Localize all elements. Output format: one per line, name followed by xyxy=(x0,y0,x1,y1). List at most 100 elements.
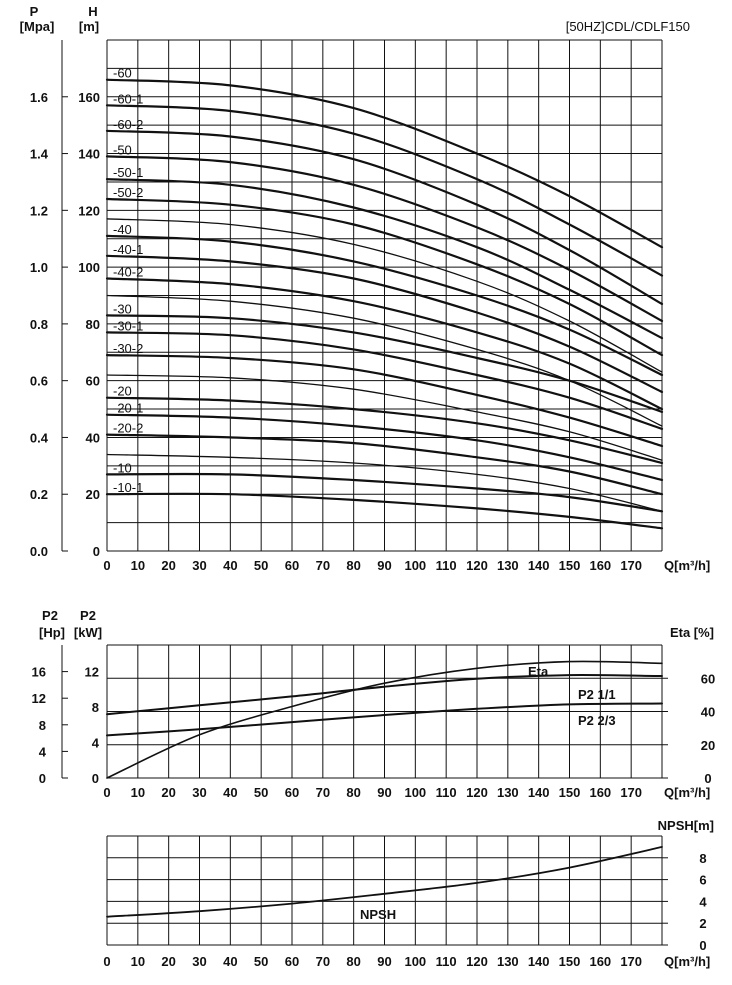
x-tick-label: 90 xyxy=(377,954,391,969)
x-tick-label: 170 xyxy=(620,954,642,969)
head-curve-label: -60-2 xyxy=(113,117,143,132)
head-curve-label: -50-2 xyxy=(113,185,143,200)
pressure-tick-label: 1.4 xyxy=(30,147,49,162)
head-curve-label: -50-1 xyxy=(113,165,143,180)
npsh-tick-label: 2 xyxy=(699,916,706,931)
x-tick-label: 120 xyxy=(466,558,488,573)
x-tick-label: 60 xyxy=(285,954,299,969)
head-curve xyxy=(106,374,663,461)
kw-tick-label: 8 xyxy=(92,700,99,715)
head-curve xyxy=(105,104,664,277)
head-curve-label: -30-1 xyxy=(113,318,143,333)
hp-tick-label: 4 xyxy=(39,744,47,759)
pressure-tick-label: 1.0 xyxy=(30,260,48,275)
head-curve xyxy=(105,413,664,482)
head-tick-label: 0 xyxy=(93,544,100,559)
hp-tick-label: 12 xyxy=(32,691,46,706)
head-curve xyxy=(106,453,663,512)
head-curve-label: -40 xyxy=(113,222,132,237)
x-tick-label: 130 xyxy=(497,558,519,573)
head-tick-label: 120 xyxy=(78,203,100,218)
x-tick-label: 80 xyxy=(346,558,360,573)
head-curve-label: -60-1 xyxy=(113,91,143,106)
head-curve-label: -30-2 xyxy=(113,341,143,356)
head-curve xyxy=(106,218,663,373)
head-curve xyxy=(105,129,664,306)
head-axis-symbol: H xyxy=(88,4,97,19)
x-tick-label: 0 xyxy=(103,954,110,969)
hp-tick-label: 16 xyxy=(32,665,46,680)
power-efficiency-curve xyxy=(106,674,663,716)
pressure-tick-label: 0.8 xyxy=(30,317,48,332)
x-tick-label: 0 xyxy=(103,785,110,800)
x-tick-label: 60 xyxy=(285,558,299,573)
x-tick-label: 30 xyxy=(192,558,206,573)
head-curve-label: -10-1 xyxy=(113,480,143,495)
head-curve xyxy=(105,234,664,377)
head-curve-label: -20 xyxy=(113,384,132,399)
kw-tick-label: 0 xyxy=(92,771,99,786)
x-tick-label: 80 xyxy=(346,954,360,969)
npsh-tick-label: 8 xyxy=(699,851,706,866)
kw-tick-label: 12 xyxy=(85,665,99,680)
x-tick-label: 50 xyxy=(254,558,268,573)
head-curve xyxy=(105,354,664,448)
x-tick-label: 100 xyxy=(404,954,426,969)
x-axis-title: Q[m³/h] xyxy=(664,954,710,969)
x-tick-label: 40 xyxy=(223,954,237,969)
x-tick-label: 100 xyxy=(404,785,426,800)
x-tick-label: 100 xyxy=(404,558,426,573)
head-curve-label: -10 xyxy=(113,460,132,475)
x-tick-label: 50 xyxy=(254,785,268,800)
curve-annotation: P2 2/3 xyxy=(578,713,616,728)
eta-tick-label: 60 xyxy=(701,671,715,686)
x-tick-label: 10 xyxy=(131,558,145,573)
head-curve xyxy=(105,78,664,249)
kw-tick-label: 4 xyxy=(92,736,100,751)
x-tick-label: 140 xyxy=(528,954,550,969)
head-tick-label: 40 xyxy=(86,430,100,445)
pressure-tick-label: 1.2 xyxy=(30,203,48,218)
head-curve-label: -40-2 xyxy=(113,264,143,279)
hp-axis-unit: [Hp] xyxy=(39,625,65,640)
x-tick-label: 120 xyxy=(466,785,488,800)
x-tick-label: 70 xyxy=(316,558,330,573)
eta-tick-label: 20 xyxy=(701,738,715,753)
pressure-tick-label: 0.4 xyxy=(30,430,49,445)
x-tick-label: 50 xyxy=(254,954,268,969)
head-curve xyxy=(105,314,664,413)
x-tick-label: 150 xyxy=(559,954,581,969)
hp-tick-label: 0 xyxy=(39,771,46,786)
x-tick-label: 110 xyxy=(436,954,457,969)
x-tick-label: 160 xyxy=(589,785,611,800)
npsh-curve xyxy=(106,846,663,918)
x-tick-label: 20 xyxy=(161,785,175,800)
x-tick-label: 170 xyxy=(620,558,642,573)
x-tick-label: 120 xyxy=(466,954,488,969)
x-axis-title: Q[m³/h] xyxy=(664,558,710,573)
head-curve xyxy=(105,197,664,357)
x-tick-label: 40 xyxy=(223,558,237,573)
pressure-tick-label: 0.6 xyxy=(30,374,48,389)
x-tick-label: 130 xyxy=(497,954,519,969)
x-tick-label: 80 xyxy=(346,785,360,800)
npsh-tick-label: 6 xyxy=(699,873,706,888)
curve-annotation: P2 1/1 xyxy=(578,687,616,702)
x-tick-label: 150 xyxy=(559,558,581,573)
pressure-tick-label: 0.0 xyxy=(30,544,48,559)
x-tick-label: 30 xyxy=(192,785,206,800)
head-axis-unit: [m] xyxy=(79,19,99,34)
x-tick-label: 160 xyxy=(589,558,611,573)
x-tick-label: 160 xyxy=(589,954,611,969)
head-curve xyxy=(105,472,664,513)
head-curve xyxy=(105,254,664,394)
x-tick-label: 70 xyxy=(316,785,330,800)
x-tick-label: 60 xyxy=(285,785,299,800)
head-tick-label: 20 xyxy=(86,487,100,502)
x-tick-label: 10 xyxy=(131,954,145,969)
npsh-tick-label: 4 xyxy=(699,894,707,909)
head-curve-label: -40-1 xyxy=(113,242,143,257)
head-tick-label: 160 xyxy=(78,90,100,105)
head-curve xyxy=(105,178,664,340)
